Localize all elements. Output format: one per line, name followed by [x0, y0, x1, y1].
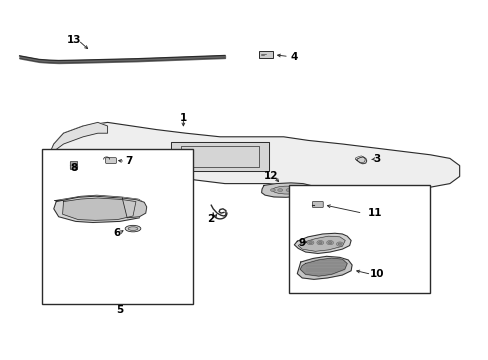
- Text: 9: 9: [298, 238, 305, 248]
- FancyBboxPatch shape: [312, 202, 323, 207]
- Ellipse shape: [125, 225, 141, 232]
- Ellipse shape: [270, 189, 275, 192]
- Text: 3: 3: [372, 154, 379, 164]
- Ellipse shape: [301, 189, 306, 192]
- Polygon shape: [297, 256, 351, 279]
- Polygon shape: [356, 157, 366, 164]
- Text: 11: 11: [367, 208, 382, 218]
- Ellipse shape: [328, 242, 331, 244]
- Polygon shape: [298, 236, 345, 251]
- Polygon shape: [54, 196, 142, 222]
- Text: 10: 10: [369, 269, 384, 279]
- Bar: [288, 185, 429, 293]
- Ellipse shape: [128, 227, 138, 230]
- Text: 4: 4: [289, 51, 297, 62]
- Ellipse shape: [306, 240, 313, 245]
- Ellipse shape: [294, 189, 299, 192]
- Polygon shape: [49, 122, 107, 158]
- Ellipse shape: [336, 242, 343, 246]
- Ellipse shape: [308, 242, 312, 244]
- Text: 1: 1: [180, 113, 186, 123]
- Polygon shape: [49, 122, 459, 191]
- Bar: [62, 159, 79, 167]
- Ellipse shape: [318, 242, 321, 244]
- Text: 12: 12: [264, 171, 278, 181]
- Ellipse shape: [277, 189, 282, 192]
- Polygon shape: [62, 198, 136, 220]
- Ellipse shape: [326, 240, 333, 245]
- Polygon shape: [294, 233, 350, 253]
- Ellipse shape: [316, 240, 323, 245]
- Text: 13: 13: [67, 35, 81, 45]
- Text: 7: 7: [124, 156, 132, 166]
- Ellipse shape: [338, 243, 341, 245]
- Polygon shape: [122, 198, 146, 218]
- Polygon shape: [171, 142, 268, 171]
- Text: 8: 8: [71, 163, 78, 173]
- Text: 2: 2: [207, 214, 214, 224]
- Bar: [70, 161, 77, 169]
- Ellipse shape: [272, 186, 302, 194]
- Text: 5: 5: [116, 305, 122, 315]
- Polygon shape: [300, 258, 346, 276]
- FancyBboxPatch shape: [259, 51, 272, 58]
- Ellipse shape: [285, 189, 290, 192]
- Bar: [61, 158, 81, 168]
- Polygon shape: [261, 183, 312, 197]
- Bar: [41, 149, 193, 304]
- Text: 6: 6: [114, 228, 121, 238]
- FancyBboxPatch shape: [105, 158, 116, 163]
